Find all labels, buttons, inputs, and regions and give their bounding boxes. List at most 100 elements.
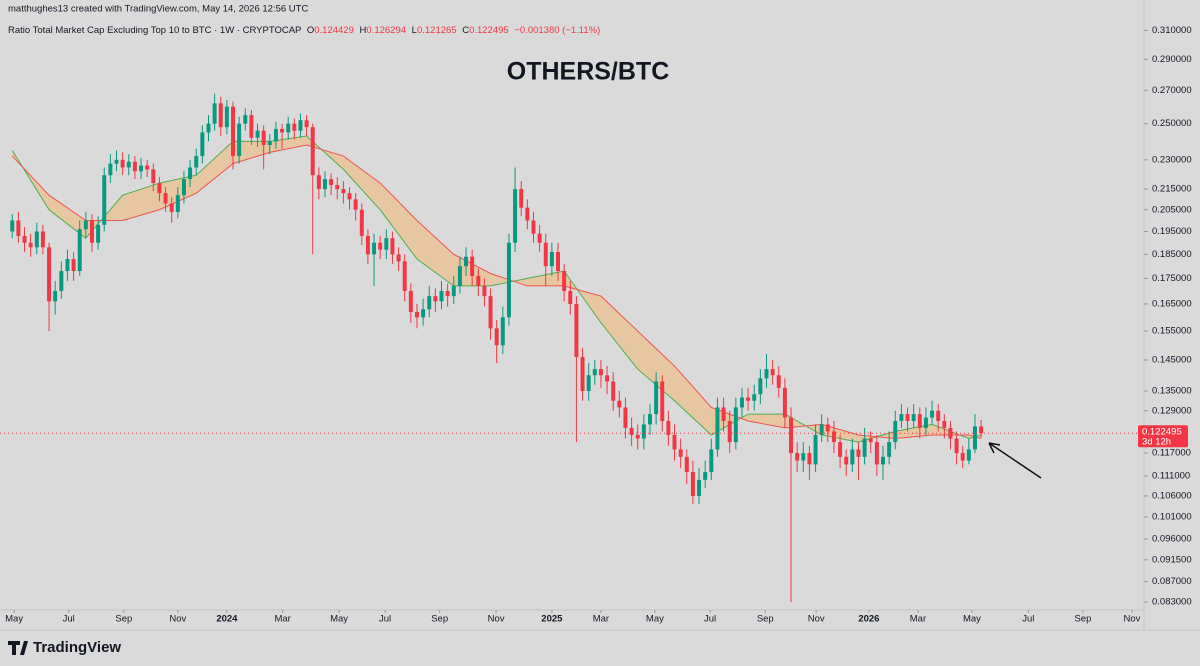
candle-body xyxy=(96,224,101,243)
candle xyxy=(335,177,340,200)
candle-body xyxy=(789,417,794,454)
candle xyxy=(598,360,603,388)
candle-body xyxy=(114,159,119,164)
candle xyxy=(807,445,812,480)
candle-body xyxy=(494,328,499,346)
y-tick-label: 0.175000 xyxy=(1152,273,1192,284)
candle-body xyxy=(549,251,554,267)
candle xyxy=(53,280,58,315)
candle-body xyxy=(972,426,977,450)
candle xyxy=(684,449,689,484)
candle-body xyxy=(249,115,254,138)
candle-body xyxy=(574,303,579,358)
candle xyxy=(304,115,309,136)
candle-body xyxy=(218,103,223,128)
candle xyxy=(917,407,922,439)
y-tick-label: 0.215000 xyxy=(1152,184,1192,195)
candle-body xyxy=(746,397,751,401)
candle-body xyxy=(59,271,64,291)
candle-body xyxy=(629,427,634,435)
x-tick-label: Jul xyxy=(63,614,75,625)
x-tick-label: 2024 xyxy=(216,614,238,625)
candle xyxy=(782,378,787,428)
candle xyxy=(267,134,272,155)
candle-body xyxy=(243,115,248,124)
candle-body xyxy=(500,317,505,346)
arrow-shaft xyxy=(988,442,1042,479)
candle xyxy=(353,193,358,221)
candle-body xyxy=(194,156,199,168)
candle-body xyxy=(868,438,873,443)
candle-body xyxy=(605,375,610,382)
candle-body xyxy=(200,132,205,157)
candle-body xyxy=(899,414,904,421)
candle-body xyxy=(758,378,763,395)
chart-title: OTHERS/BTC xyxy=(507,58,670,86)
candle xyxy=(120,152,125,176)
candle-body xyxy=(862,438,867,457)
candle xyxy=(831,420,836,454)
candle-body xyxy=(47,247,52,302)
candle xyxy=(813,424,818,473)
candle-body xyxy=(635,434,640,439)
candle xyxy=(868,431,873,454)
candle-body xyxy=(782,387,787,418)
y-tick-label: 0.250000 xyxy=(1152,118,1192,129)
x-tick-label: 2026 xyxy=(858,614,879,625)
candle xyxy=(825,417,830,443)
y-tick-label: 0.270000 xyxy=(1152,85,1192,96)
candle-body xyxy=(102,175,107,225)
candle-body xyxy=(353,199,358,210)
candle-body xyxy=(169,203,174,212)
candle-body xyxy=(568,290,573,304)
candle-body xyxy=(813,434,818,465)
candle-body xyxy=(323,179,327,190)
candle xyxy=(764,354,769,388)
candle-body xyxy=(506,242,511,318)
candle-body xyxy=(739,397,744,408)
x-tick-label: Nov xyxy=(808,614,825,625)
legend-prefix: C xyxy=(462,25,469,36)
candle-body xyxy=(34,231,39,248)
candle xyxy=(71,251,76,281)
candle-body xyxy=(65,259,70,272)
candle xyxy=(727,410,732,454)
candle-body xyxy=(433,296,438,302)
candle xyxy=(960,445,965,469)
candle xyxy=(249,109,254,145)
candle-body xyxy=(647,414,652,425)
candle xyxy=(372,233,377,286)
arrow-head xyxy=(988,442,1001,454)
candle xyxy=(292,118,297,140)
x-tick-label: 2025 xyxy=(541,614,563,625)
candle xyxy=(709,438,714,480)
candle xyxy=(212,93,217,131)
candle xyxy=(672,424,677,461)
candle xyxy=(488,288,493,340)
candle-body xyxy=(721,407,726,421)
candle-body xyxy=(408,290,413,312)
candle xyxy=(451,275,456,304)
candle-body xyxy=(844,456,849,465)
candle-body xyxy=(525,207,530,221)
candle-body xyxy=(917,414,922,428)
legend-prefix: O xyxy=(307,25,314,36)
candle xyxy=(163,187,168,212)
candle xyxy=(421,298,426,326)
candle-body xyxy=(402,261,407,291)
candle-body xyxy=(482,285,487,297)
legend-low: 0.121265 xyxy=(417,25,457,36)
candle xyxy=(733,397,738,450)
legend-change: −0.001380 xyxy=(514,25,559,36)
last-price-tag xyxy=(1138,425,1188,448)
candle xyxy=(132,156,137,180)
candle xyxy=(746,387,751,411)
y-tick-label: 0.155000 xyxy=(1152,326,1192,337)
candle-body xyxy=(145,165,150,170)
candle-body xyxy=(660,381,665,421)
brand-name: TradingView xyxy=(33,639,121,656)
candle-body xyxy=(905,414,910,421)
y-tick-label: 0.111000 xyxy=(1152,470,1190,481)
candle-body xyxy=(126,161,131,168)
